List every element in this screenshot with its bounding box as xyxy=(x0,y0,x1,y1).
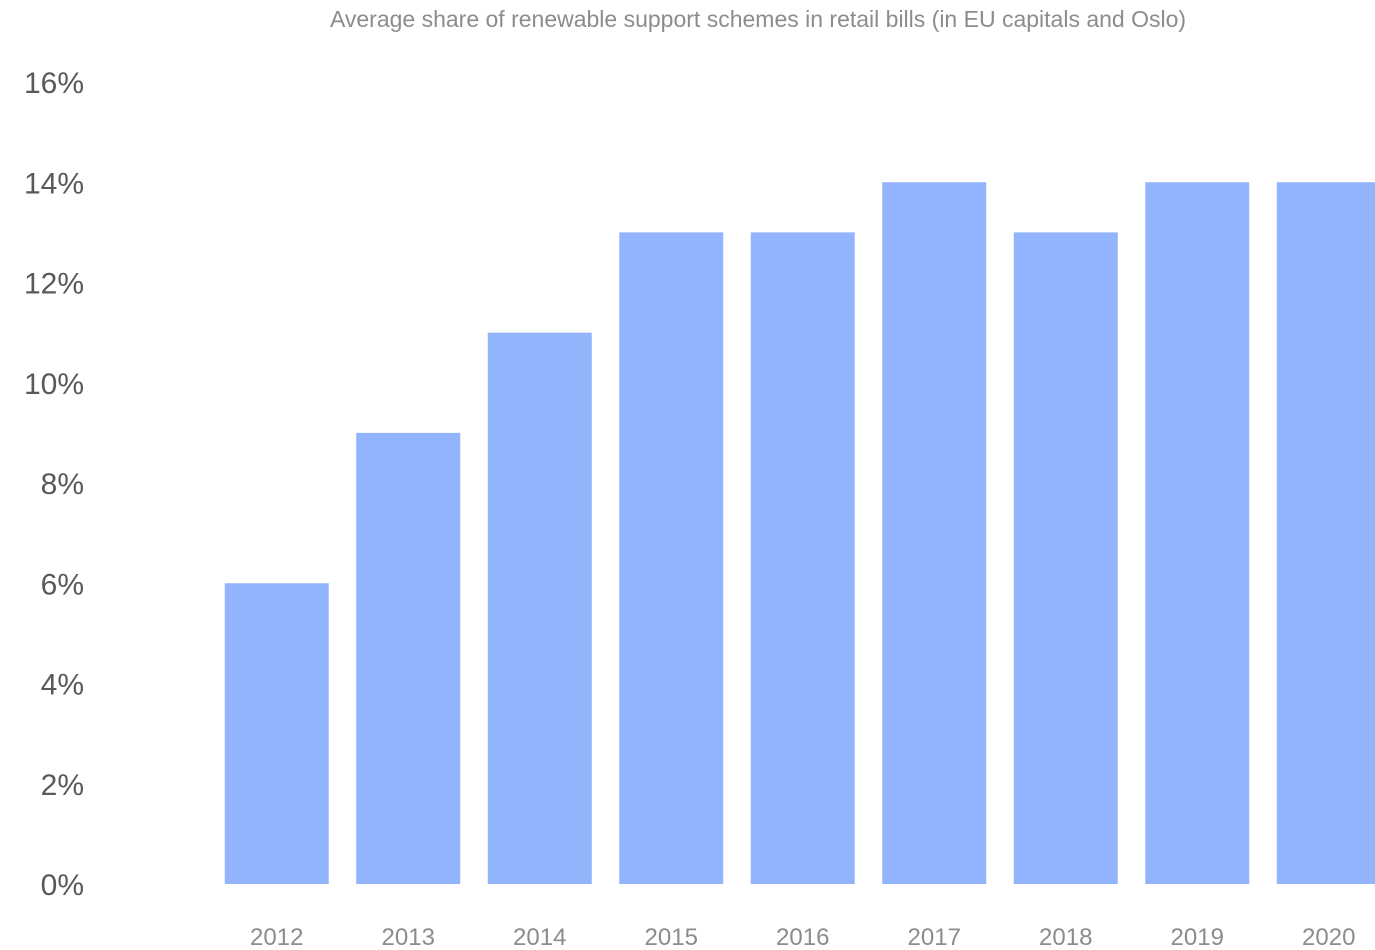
x-tick-label: 2015 xyxy=(645,924,698,950)
bar-2015 xyxy=(619,232,724,884)
x-tick-label: 2018 xyxy=(1039,924,1092,950)
y-axis-ticks: 0% 2% 4% 6% 8% 10% 12% 14% 16% xyxy=(24,67,84,902)
x-tick-label: 2019 xyxy=(1171,924,1224,950)
bar-2014 xyxy=(487,332,592,884)
x-tick-label: 2013 xyxy=(382,924,435,950)
y-tick-label: 14% xyxy=(24,167,84,200)
x-tick-label: 2020 xyxy=(1302,924,1355,950)
bar-2018 xyxy=(1013,232,1118,884)
x-axis-ticks: 2012 2013 2014 2015 2016 2017 2018 2019 2020 xyxy=(250,924,1355,950)
bar-2020 xyxy=(1276,182,1375,884)
bar-2012 xyxy=(224,583,329,884)
x-tick-label: 2017 xyxy=(908,924,961,950)
x-tick-label: 2014 xyxy=(513,924,566,950)
y-tick-label: 2% xyxy=(41,769,84,802)
bar-2019 xyxy=(1145,182,1250,884)
y-tick-label: 4% xyxy=(41,669,84,702)
x-tick-label: 2016 xyxy=(776,924,829,950)
y-tick-label: 12% xyxy=(24,268,84,301)
y-tick-label: 8% xyxy=(41,468,84,501)
bar-2016 xyxy=(750,232,855,884)
bars xyxy=(224,182,1375,884)
y-tick-label: 6% xyxy=(41,568,84,601)
chart-title: Average share of renewable support schem… xyxy=(330,6,1186,32)
y-tick-label: 16% xyxy=(24,67,84,100)
bar-2017 xyxy=(882,182,987,884)
x-tick-label: 2012 xyxy=(250,924,303,950)
bar-2013 xyxy=(356,432,461,884)
y-tick-label: 0% xyxy=(41,869,84,902)
y-tick-label: 10% xyxy=(24,368,84,401)
